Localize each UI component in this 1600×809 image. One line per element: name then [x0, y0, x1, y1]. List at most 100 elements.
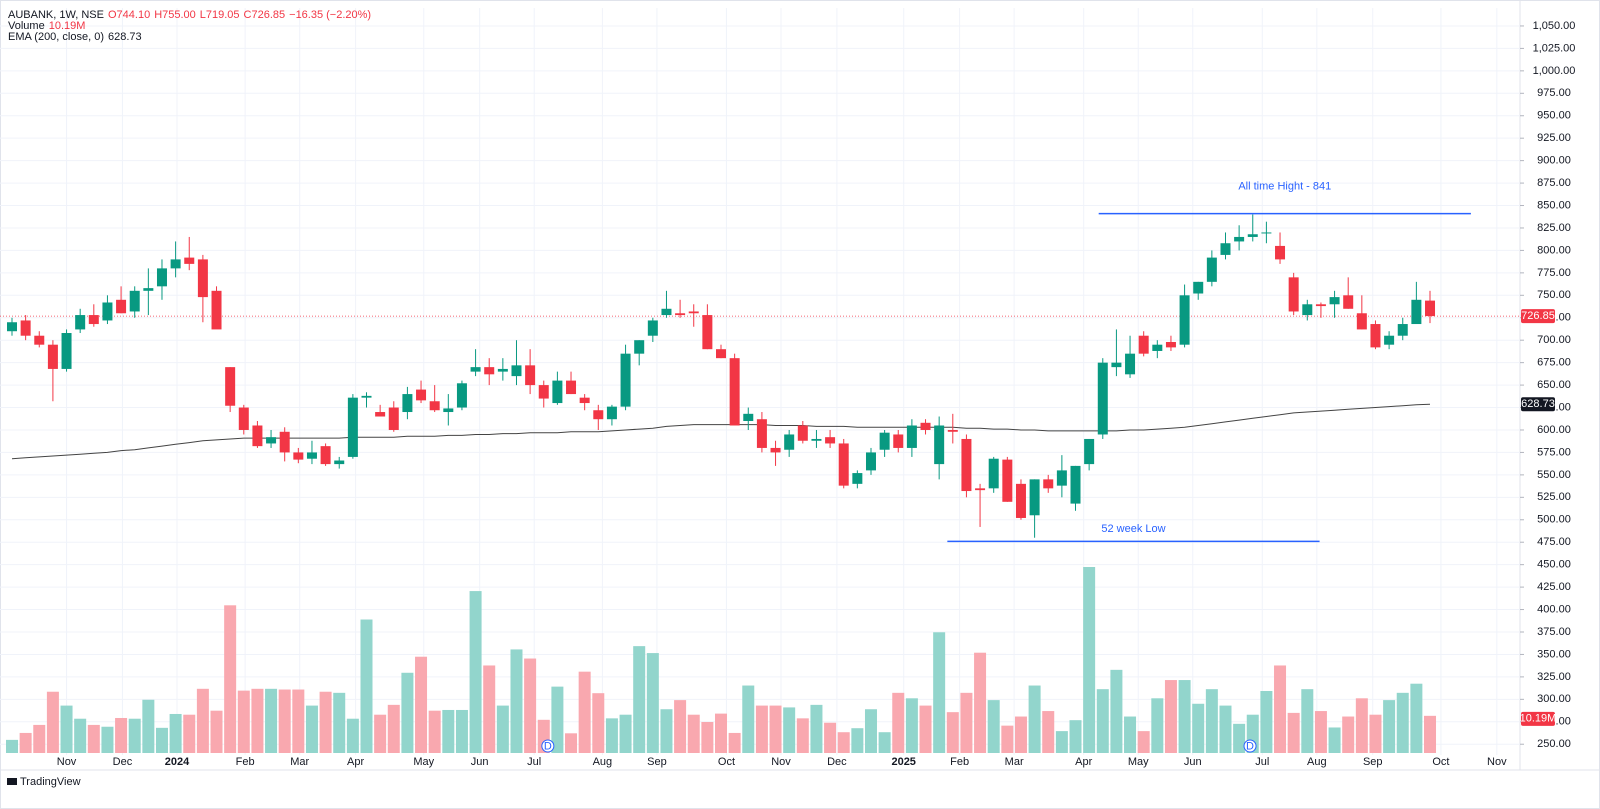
volume-bar — [1001, 725, 1014, 753]
candle-body — [1329, 297, 1340, 305]
volume-bar — [851, 728, 864, 753]
legend-value: AUBANK, 1W, NSE — [8, 9, 104, 21]
volume-bar — [1096, 689, 1109, 753]
price-tag — [1521, 711, 1555, 726]
y-tick-label: 400.00 — [1537, 603, 1571, 615]
candle-body — [1043, 479, 1054, 489]
volume-bar — [1110, 669, 1123, 753]
candle-body — [1070, 465, 1081, 504]
volume-bar — [1369, 714, 1382, 753]
volume-bar — [674, 700, 687, 753]
x-tick-label: Oct — [718, 756, 735, 768]
volume-bar — [33, 724, 46, 753]
candle-body — [579, 397, 590, 404]
volume-bar — [824, 722, 837, 753]
y-tick-label: 425.00 — [1537, 581, 1571, 593]
volume-bar — [687, 714, 700, 753]
volume-bar — [1233, 723, 1246, 753]
x-tick-label: Nov — [57, 756, 77, 768]
y-tick-label: 325.00 — [1537, 671, 1571, 683]
candle-body — [770, 447, 781, 453]
candle-body — [838, 443, 849, 486]
candle-body — [252, 425, 263, 447]
y-tick-label: 825.00 — [1537, 222, 1571, 234]
volume-bar — [810, 704, 823, 753]
volume-bar — [115, 717, 128, 753]
volume-bar — [1410, 683, 1423, 753]
candle-body — [1029, 479, 1040, 516]
volume-bar — [905, 698, 918, 753]
volume-bar — [1301, 689, 1314, 753]
candle-body — [1247, 234, 1258, 237]
volume-bar — [5, 739, 18, 753]
volume-bar — [783, 707, 796, 753]
volume-bar — [565, 733, 578, 753]
volume-bar — [1219, 705, 1232, 753]
candle-body — [743, 413, 754, 422]
candle-body — [156, 268, 167, 287]
x-tick-label: Mar — [290, 756, 309, 768]
x-tick-label: Aug — [593, 756, 613, 768]
x-tick-label: 2024 — [165, 756, 190, 768]
candle-body — [102, 302, 113, 321]
candle-body — [238, 407, 249, 430]
candle-body — [456, 383, 467, 408]
dividend-marker — [541, 739, 555, 753]
candle-body — [129, 290, 140, 312]
candle-body — [47, 344, 58, 369]
y-tick-label: 750.00 — [1537, 289, 1571, 301]
volume-bar — [551, 686, 564, 753]
volume-bar — [237, 690, 250, 753]
x-tick-label: Nov — [771, 756, 791, 768]
candle-body — [75, 315, 86, 330]
candle-body — [906, 425, 917, 448]
ema-line — [11, 403, 1431, 460]
candle-body — [484, 367, 495, 375]
candle-body — [20, 320, 31, 336]
volume-bar — [755, 705, 768, 753]
y-tick-label: 500.00 — [1537, 514, 1571, 526]
volume-bar — [155, 727, 168, 753]
candle-body — [784, 434, 795, 450]
legend-line: Volume 10.19M — [8, 20, 85, 32]
candle-body — [920, 422, 931, 430]
legend-value: −16.35 (−2.20%) — [289, 9, 371, 21]
candle-body — [211, 290, 222, 330]
volume-bar — [1383, 700, 1396, 753]
price-tag — [1521, 309, 1555, 324]
candle-body — [34, 335, 45, 345]
annotation-text: 52 week Low — [1101, 523, 1165, 535]
volume-bar — [987, 700, 1000, 753]
x-tick-label: Jun — [471, 756, 489, 768]
candle-body — [429, 401, 440, 411]
volume-bar — [196, 688, 209, 753]
candle-body — [988, 458, 999, 489]
candle-body — [334, 460, 345, 465]
y-tick-label: 450.00 — [1537, 559, 1571, 571]
volume-bar — [1274, 665, 1287, 753]
volume-bar — [128, 718, 141, 753]
candle-body — [538, 385, 549, 399]
volume-bar — [305, 705, 318, 753]
volume-bar — [619, 714, 632, 753]
candle-body — [716, 349, 727, 359]
candle-body — [865, 452, 876, 471]
candle-body — [606, 406, 617, 420]
y-tick-label: 1,000.00 — [1533, 65, 1576, 77]
y-tick-label: 650.00 — [1537, 379, 1571, 391]
volume-bar — [660, 709, 673, 753]
volume-bar — [496, 705, 509, 753]
volume-bar — [455, 709, 468, 753]
volume-bar — [946, 712, 959, 753]
y-tick-label: 700.00 — [1537, 334, 1571, 346]
y-tick-label: 900.00 — [1537, 155, 1571, 167]
candle-body — [566, 380, 577, 395]
y-tick-label: 300.00 — [1537, 693, 1571, 705]
volume-bar — [715, 713, 728, 753]
candle-body — [388, 407, 399, 430]
annotation-text: All time Hight - 841 — [1238, 181, 1331, 193]
candle-body — [279, 431, 290, 453]
y-tick-label: 1,050.00 — [1533, 20, 1576, 32]
candle-body — [225, 367, 236, 406]
volume-bar — [592, 693, 605, 753]
